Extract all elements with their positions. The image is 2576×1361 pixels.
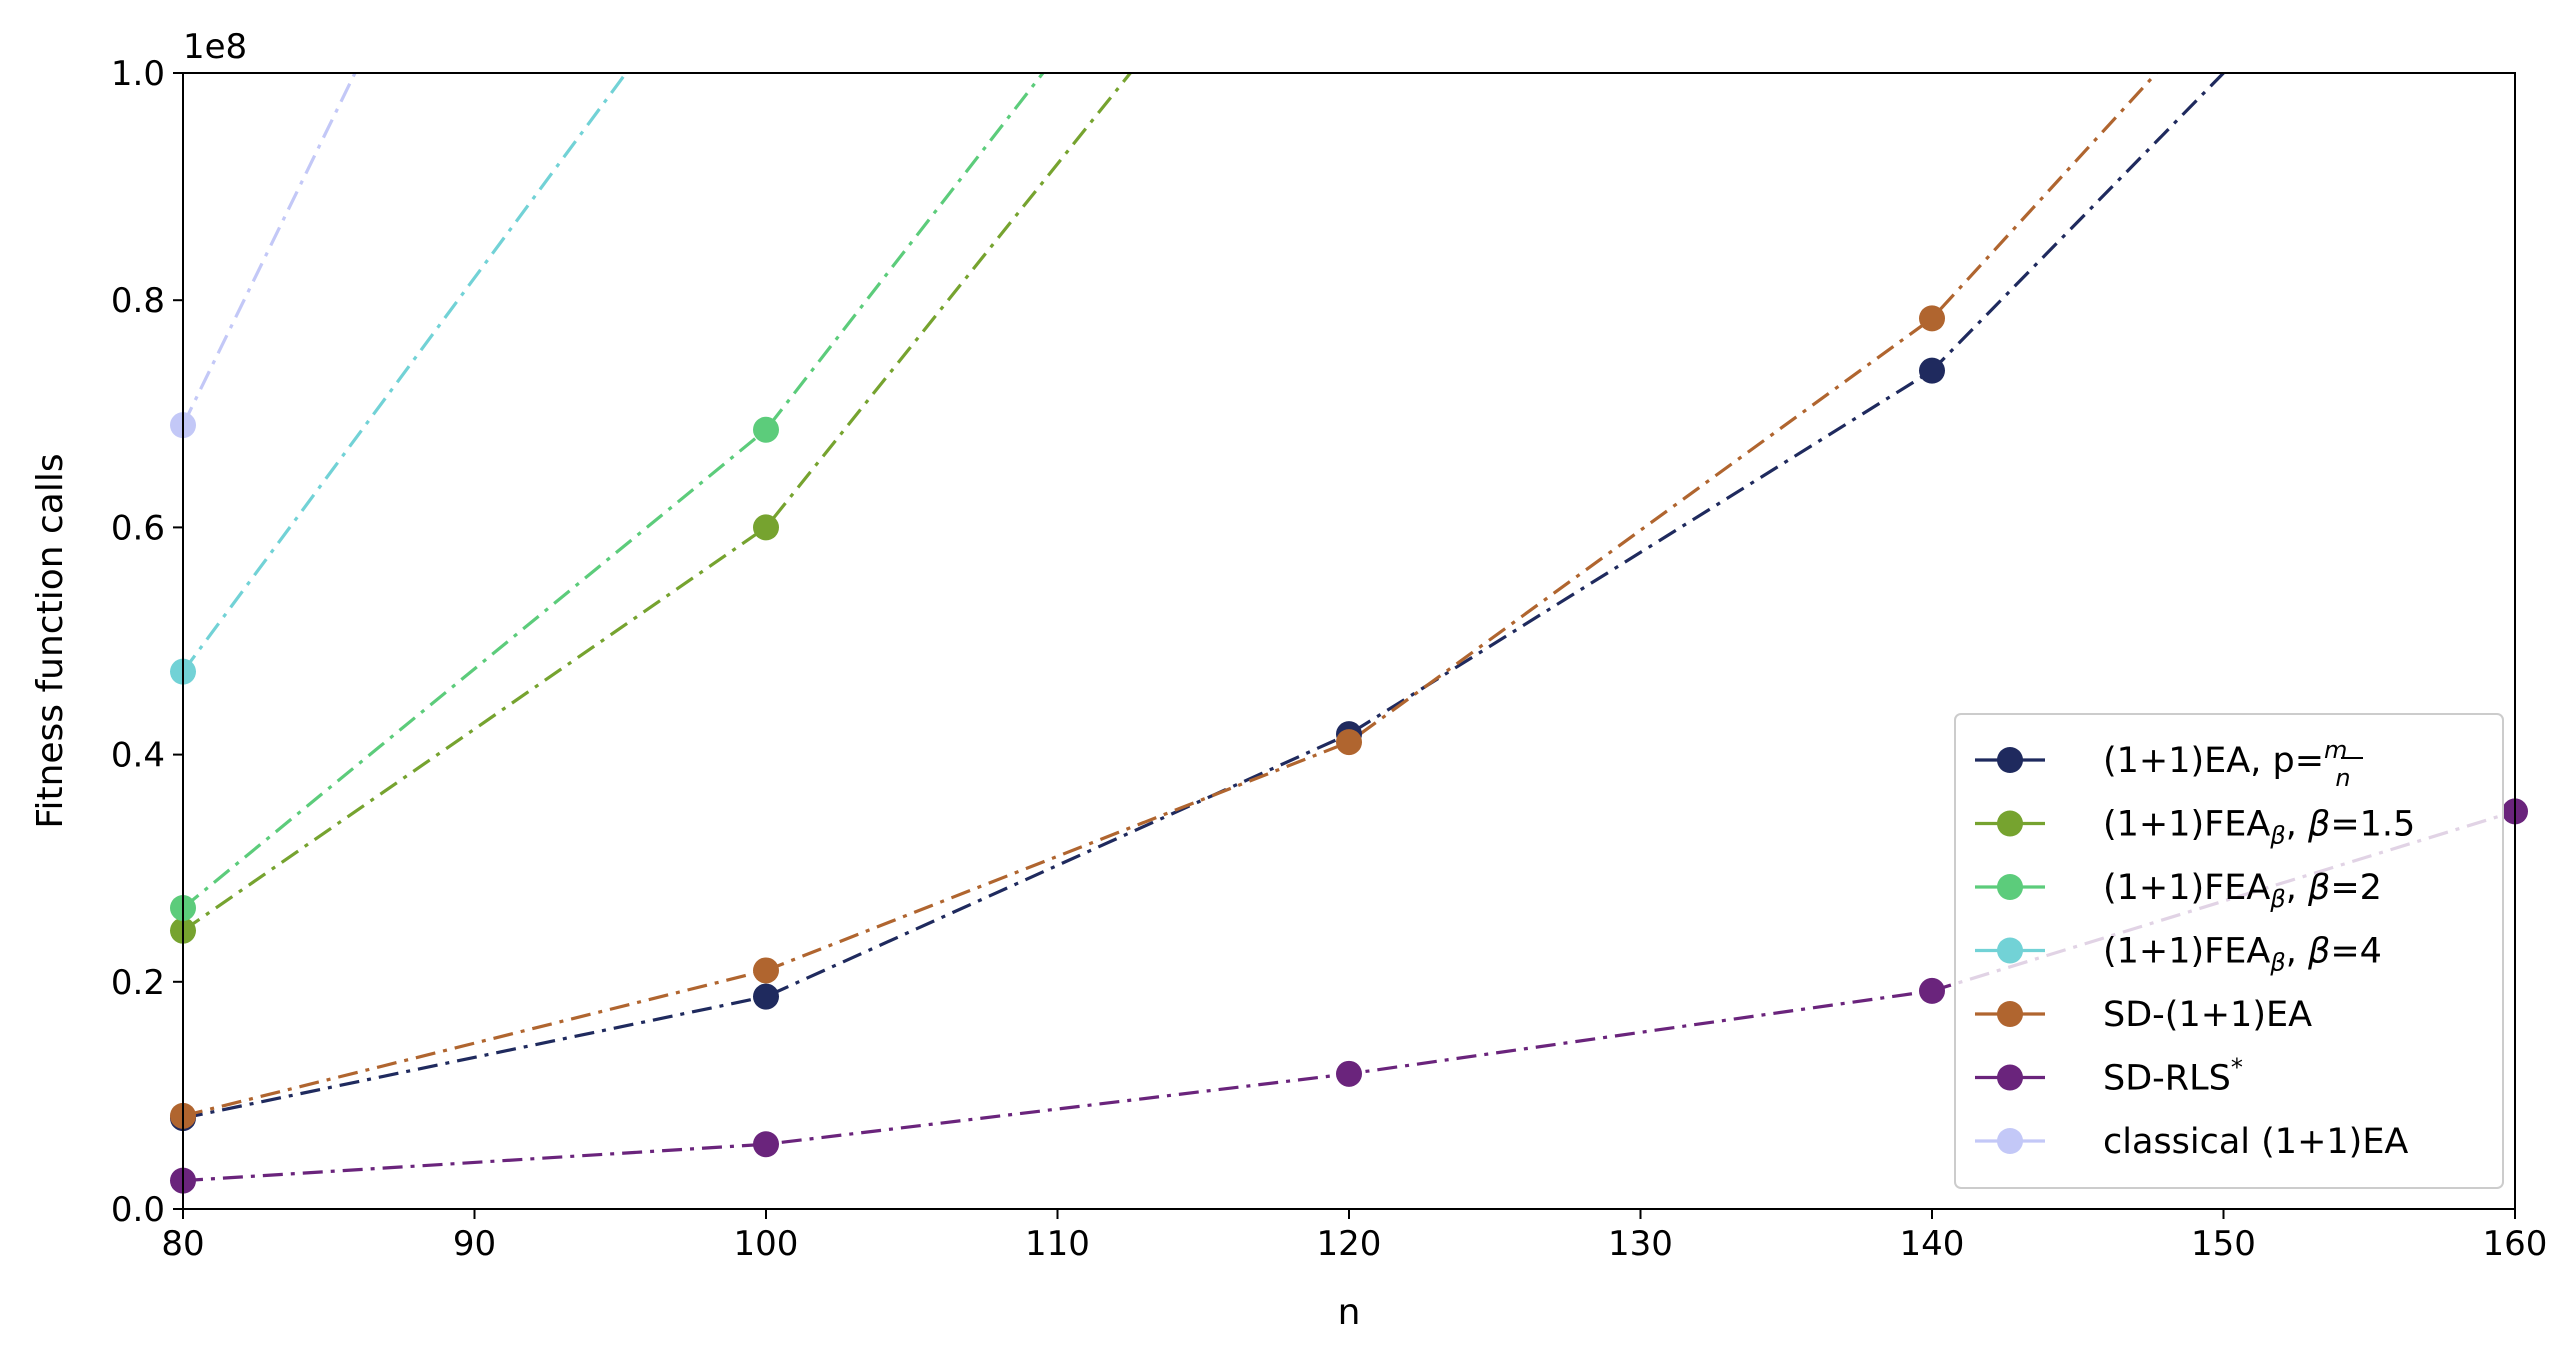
x-tick-label: 130 [1608,1224,1673,1264]
x-axis-label: n [1338,1292,1361,1333]
x-tick-label: 90 [453,1224,496,1264]
series-line-1-1-fea-2 [183,73,1045,910]
y-tick-label: 0.6 [111,508,165,548]
data-point-sd-rls [753,1131,779,1158]
series-line-1-1-fea-1-5 [183,73,1132,932]
legend-marker-swatch [1997,937,2023,964]
legend-item-1-1-ea-p-m-n: (1+1)EA, p=m n [1975,736,2363,792]
legend-item-sd-rls: SD-RLS* [1975,1054,2243,1099]
y-tick-label: 0.4 [111,736,165,776]
y-axis-label: Fitness function calls [30,453,71,828]
y-axis-scale-label: 1e8 [183,27,247,67]
x-tick-label: 110 [1025,1224,1090,1264]
data-point-1-1-ea-p-m-n [1919,357,1945,384]
x-tick-label: 100 [734,1224,799,1264]
data-point-sd-rls [1919,977,1945,1004]
x-tick-label: 160 [2483,1224,2548,1264]
x-tick-label: 120 [1317,1224,1382,1264]
legend-label: SD-(1+1)EA [2103,995,2312,1035]
legend-marker-swatch [1997,1128,2023,1154]
legend: (1+1)EA, p=m n (1+1)FEAβ, β=1.5 (1+1)FEAβ, … [1954,713,2504,1189]
legend-item-1-1-fea-2: (1+1)FEAβ, β=2 [1975,868,2382,913]
data-point-sd-1-1-ea [1336,729,1362,756]
x-tick-label: 140 [1900,1224,1965,1264]
data-point-sd-1-1-ea [753,957,779,984]
legend-marker-swatch [1997,747,2023,773]
legend-marker-swatch [1997,810,2023,837]
legend-item-1-1-fea-4: (1+1)FEAβ, β=4 [1975,932,2382,977]
legend-label: (1+1)EA, p=m n [2103,736,2351,792]
legend-label: classical (1+1)EA [2103,1122,2408,1162]
legend-label: (1+1)FEAβ, β=4 [2103,932,2382,977]
series-line-1-1-ea-p-m-n [183,73,2225,1120]
legend-item-sd-1-1-ea: SD-(1+1)EA [1975,995,2312,1035]
data-point-1-1-fea-1-5 [753,514,779,541]
data-point-sd-rls [1336,1060,1362,1087]
y-tick-label: 0.2 [111,963,165,1003]
x-axis: 80 90 100 110 120 130 140 150 160 [161,1209,2547,1264]
legend-item-1-1-fea-1-5: (1+1)FEAβ, β=1.5 [1975,805,2415,850]
legend-item-classical-1-1-ea: classical (1+1)EA [1975,1122,2408,1162]
legend-label: SD-RLS* [2103,1054,2243,1099]
legend-box [1954,713,2504,1189]
y-axis: 0.0 0.2 0.4 0.6 0.8 1.0 [111,54,183,1230]
y-tick-label: 0.0 [111,1190,165,1230]
x-tick-label: 150 [2191,1224,2256,1264]
legend-marker-swatch [1997,1064,2023,1091]
legend-label: (1+1)FEAβ, β=1.5 [2103,805,2415,850]
data-point-sd-1-1-ea [1919,305,1945,332]
legend-marker-swatch [1997,1001,2023,1027]
data-point-1-1-ea-p-m-n [753,983,779,1010]
y-tick-label: 0.8 [111,281,165,321]
legend-label: (1+1)FEAβ, β=2 [2103,868,2382,913]
legend-marker-swatch [1997,874,2023,900]
x-tick-label: 80 [161,1224,204,1264]
data-point-1-1-fea-2 [753,416,779,443]
y-tick-label: 1.0 [111,54,165,94]
series-line-classical-1-1-ea [183,73,357,426]
series-line-1-1-fea-4 [183,73,628,673]
series-line-sd-1-1-ea [183,73,2158,1118]
